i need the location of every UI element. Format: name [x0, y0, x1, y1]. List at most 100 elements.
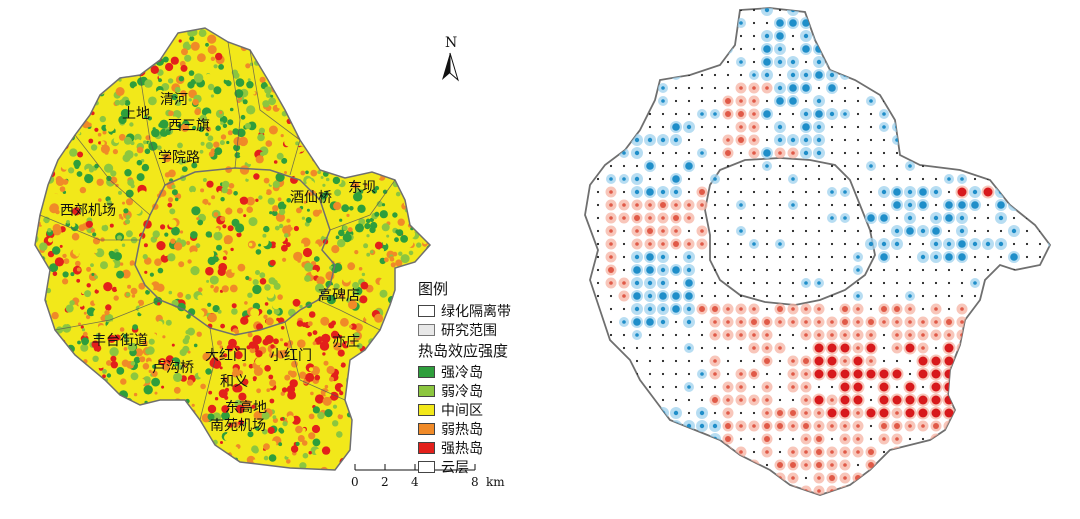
intensity-patch: [190, 231, 198, 239]
grid-cell-halo: [996, 174, 1006, 184]
intensity-patch: [198, 446, 205, 453]
intensity-patch: [179, 444, 189, 454]
grid-cell-dot: [986, 60, 990, 64]
intensity-patch: [221, 202, 228, 210]
intensity-patch: [173, 242, 183, 251]
intensity-patch: [349, 376, 357, 385]
grid-cell-dot: [804, 320, 808, 324]
grid-cell-dot: [973, 294, 977, 298]
grid-cell-dot: [726, 138, 730, 142]
grid-cell-dot: [585, 281, 587, 285]
intensity-patch: [383, 383, 390, 390]
grid-cell-dot: [661, 359, 665, 363]
intensity-patch: [51, 466, 57, 470]
intensity-patch: [35, 281, 39, 286]
intensity-patch: [200, 45, 207, 52]
intensity-patch: [272, 210, 278, 217]
intensity-patch: [169, 425, 175, 431]
intensity-patch: [65, 459, 71, 465]
intensity-patch: [35, 76, 44, 86]
intensity-patch: [191, 162, 198, 169]
intensity-patch: [229, 466, 239, 470]
grid-cell-dot: [752, 229, 756, 233]
intensity-patch: [299, 371, 307, 379]
intensity-patch: [246, 105, 256, 115]
intensity-patch: [215, 52, 223, 61]
intensity-patch: [409, 376, 418, 385]
intensity-patch: [64, 320, 68, 325]
grid-cell-dot: [1025, 411, 1029, 415]
intensity-patch: [357, 204, 366, 213]
grid-cell-dot: [713, 372, 717, 376]
grid-cell-dot: [802, 84, 810, 92]
intensity-patch: [378, 423, 388, 433]
intensity-patch: [131, 294, 136, 298]
grid-cell-dot: [960, 398, 964, 402]
grid-cell-halo: [1009, 18, 1019, 28]
grid-cell-dot: [945, 253, 953, 261]
intensity-patch: [328, 34, 334, 40]
grid-cell-dot: [1052, 360, 1054, 362]
intensity-patch: [332, 115, 338, 121]
intensity-patch: [134, 153, 138, 157]
grid-cell-dot: [933, 189, 939, 195]
intensity-patch: [148, 424, 155, 431]
grid-cell-dot: [934, 177, 938, 181]
grid-cell-dot: [585, 138, 587, 142]
intensity-patch: [299, 304, 303, 309]
intensity-patch: [210, 148, 216, 154]
intensity-patch: [420, 86, 425, 91]
grid-cell-dot: [622, 320, 626, 324]
grid-cell-dot: [960, 112, 964, 116]
grid-cell-halo: [943, 433, 955, 445]
intensity-patch: [141, 405, 149, 412]
grid-cell-dot: [791, 346, 795, 350]
intensity-patch: [43, 357, 53, 367]
grid-cell-dot: [856, 138, 860, 142]
grid-cell-dot: [596, 151, 600, 155]
intensity-patch: [118, 61, 123, 66]
intensity-patch: [330, 330, 340, 339]
intensity-patch: [321, 88, 330, 97]
intensity-patch: [311, 41, 321, 51]
intensity-patch: [266, 57, 274, 66]
intensity-patch: [35, 167, 37, 173]
intensity-patch: [263, 443, 270, 450]
intensity-patch: [30, 248, 33, 251]
intensity-patch: [384, 257, 389, 263]
intensity-patch: [185, 293, 192, 300]
intensity-patch: [277, 329, 282, 335]
grid-cell-dot: [856, 307, 860, 311]
intensity-patch: [331, 456, 337, 462]
intensity-patch: [361, 146, 367, 152]
intensity-patch: [423, 105, 430, 112]
intensity-patch: [143, 140, 147, 145]
intensity-patch: [188, 351, 196, 360]
intensity-patch: [87, 453, 93, 459]
intensity-patch: [403, 127, 411, 135]
grid-cell-dot: [856, 294, 860, 298]
grid-cell-dot: [830, 398, 834, 402]
grid-cell-dot: [973, 424, 977, 428]
grid-cell-dot: [789, 19, 797, 27]
grid-cell-dot: [609, 424, 613, 428]
grid-cell-halo: [983, 434, 993, 444]
intensity-patch: [101, 420, 107, 426]
intensity-patch: [238, 419, 244, 426]
grid-cell-dot: [752, 294, 756, 298]
grid-cell-dot: [918, 408, 928, 418]
grid-cell-dot: [830, 450, 834, 454]
intensity-patch: [360, 281, 369, 290]
intensity-patch: [344, 155, 353, 164]
intensity-patch: [66, 220, 70, 224]
grid-cell-dot: [908, 21, 912, 25]
grid-cell-dot: [622, 164, 626, 168]
grid-cell-dot: [973, 47, 977, 51]
grid-cell-dot: [866, 369, 876, 379]
intensity-patch: [274, 446, 279, 451]
grid-cell-dot: [1025, 242, 1029, 246]
intensity-patch: [272, 180, 280, 188]
intensity-patch: [280, 29, 288, 37]
grid-cell-dot: [973, 333, 977, 337]
intensity-patch: [366, 455, 372, 462]
